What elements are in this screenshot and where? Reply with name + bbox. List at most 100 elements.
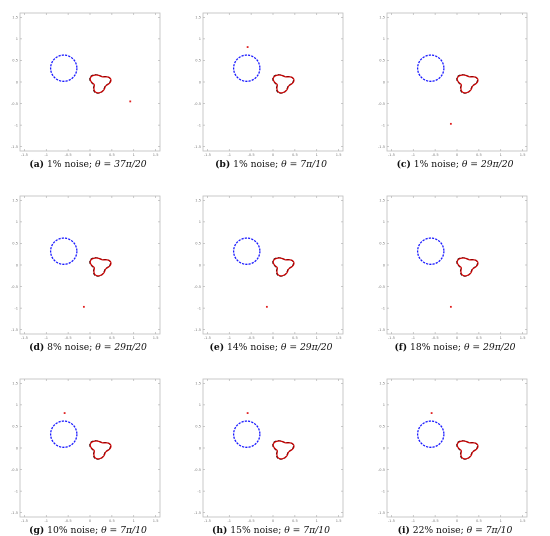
y-tick-label: 0.5	[379, 59, 385, 63]
y-tick-label: -1	[14, 123, 18, 127]
x-tick-label: 0	[89, 153, 92, 156]
x-tick-label: -1	[44, 153, 48, 156]
x-tick-label: 1	[316, 336, 318, 339]
y-tick-label: 1	[16, 220, 18, 224]
obstacle-circle	[232, 237, 261, 265]
x-tick-label: -1.5	[388, 519, 395, 522]
obstacle-circle	[416, 420, 445, 448]
caption-i: (i) 22% noise; θ = 7π/10	[365, 525, 545, 536]
reconstructed-boundary	[456, 74, 479, 94]
x-tick-label: 1	[133, 336, 135, 339]
reconstructed-boundary	[89, 257, 112, 277]
y-tick-label: 1	[16, 403, 18, 407]
y-tick-label: -1.5	[378, 145, 385, 149]
caption-theta: θ = 37π/20	[95, 159, 147, 170]
plot-i: -1.5 -1 -0.5 0 0.5 1 1.5 1.5 1 0.5 0 -0.5 -1 -1.5	[378, 378, 528, 522]
x-tick-label: 0.5	[292, 153, 298, 156]
obstacle-circle	[49, 54, 78, 82]
x-tick-label: -1	[411, 336, 415, 339]
caption-label: (a)	[29, 159, 45, 170]
reconstructed-boundary	[89, 440, 112, 460]
x-tick-label: 0	[272, 336, 275, 339]
x-tick-label: -0.5	[432, 519, 439, 522]
caption-theta: θ = 29π/20	[95, 342, 147, 353]
subfigure-c: -1.5 -1 -0.5 0 0.5 1 1.5 1.5 1 0.5 0 -0.5 -1 -1.5	[375, 6, 535, 156]
x-tick-label: 0.5	[292, 519, 298, 522]
source-point	[449, 305, 452, 308]
caption-theta: θ = 7π/10	[281, 159, 327, 170]
caption-h: (h) 15% noise; θ = 7π/10	[181, 525, 361, 536]
reconstructed-boundary	[89, 74, 112, 94]
y-tick-label: 1.5	[379, 199, 385, 203]
y-tick-label: -1.5	[194, 328, 201, 332]
x-tick-label: 1	[316, 519, 318, 522]
x-tick-label: -1	[411, 153, 415, 156]
x-tick-label: 1.5	[336, 519, 342, 522]
x-tick-label: -1.5	[204, 336, 211, 339]
y-tick-label: 1.5	[379, 16, 385, 20]
x-tick-label: 1.5	[520, 336, 526, 339]
x-tick-label: 1	[500, 153, 502, 156]
obstacle-circle	[232, 54, 261, 82]
axes-box	[386, 12, 528, 152]
caption-a: (a) 1% noise; θ = 37π/20	[0, 159, 178, 170]
caption-noise: 10% noise;	[44, 525, 102, 536]
caption-noise: 1% noise;	[230, 159, 282, 170]
y-tick-label: -1.5	[194, 145, 201, 149]
caption-theta: θ = 29π/20	[461, 159, 514, 170]
y-tick-label: 0.5	[12, 59, 18, 63]
caption-label: (g)	[29, 525, 45, 536]
y-tick-label: -1.5	[11, 511, 18, 515]
x-tick-label: -0.5	[432, 336, 439, 339]
x-tick-label: -0.5	[65, 519, 72, 522]
y-tick-label: -1.5	[378, 511, 385, 515]
x-tick-label: -1.5	[204, 153, 211, 156]
reconstructed-boundary	[272, 257, 295, 277]
caption-theta: θ = 29π/20	[280, 342, 333, 353]
x-tick-label: -1.5	[388, 153, 395, 156]
y-tick-label: -1	[197, 489, 201, 493]
y-tick-label: -0.5	[378, 102, 385, 106]
subfigure-e: -1.5 -1 -0.5 0 0.5 1 1.5 1.5 1 0.5 0 -0.5 -1 -1.5	[191, 189, 351, 339]
y-tick-label: -1	[381, 123, 385, 127]
x-tick-label: -0.5	[65, 336, 72, 339]
x-tick-label: -1.5	[21, 153, 28, 156]
caption-label: (d)	[29, 342, 45, 353]
caption-noise: 8% noise;	[44, 342, 96, 353]
subfigure-h: -1.5 -1 -0.5 0 0.5 1 1.5 1.5 1 0.5 0 -0.5 -1 -1.5	[191, 372, 351, 522]
y-tick-label: -1	[381, 306, 385, 310]
y-tick-label: 1	[199, 403, 201, 407]
x-tick-label: 1	[316, 153, 318, 156]
y-tick-label: -1	[381, 489, 385, 493]
x-tick-label: 0.5	[292, 336, 298, 339]
y-tick-label: -1.5	[194, 511, 201, 515]
x-tick-label: 0	[272, 519, 275, 522]
caption-theta: θ = 7π/10	[466, 525, 513, 536]
source-point	[129, 100, 132, 103]
x-tick-label: 0.5	[476, 519, 482, 522]
y-tick-label: 0	[383, 263, 386, 267]
x-tick-label: 0	[89, 336, 92, 339]
x-tick-label: 1.5	[336, 336, 342, 339]
y-tick-label: 1.5	[379, 382, 385, 386]
caption-label: (h)	[212, 525, 228, 536]
caption-f: (f) 18% noise; θ = 29π/20	[365, 342, 545, 353]
obstacle-circle	[232, 420, 261, 448]
x-tick-label: -1.5	[21, 519, 28, 522]
y-tick-label: 1.5	[12, 382, 18, 386]
x-tick-label: 0.5	[476, 336, 482, 339]
x-tick-label: 0.5	[109, 153, 115, 156]
plot-f: -1.5 -1 -0.5 0 0.5 1 1.5 1.5 1 0.5 0 -0.5 -1 -1.5	[378, 195, 528, 339]
y-tick-label: -0.5	[11, 468, 18, 472]
y-tick-label: -1	[197, 123, 201, 127]
y-tick-label: -1.5	[11, 328, 18, 332]
caption-e: (e) 14% noise; θ = 29π/20	[181, 342, 361, 353]
y-tick-label: 0.5	[12, 242, 18, 246]
x-tick-label: -1	[227, 153, 231, 156]
caption-c: (c) 1% noise; θ = 29π/20	[365, 159, 545, 170]
x-tick-label: -1	[44, 519, 48, 522]
reconstructed-boundary	[456, 257, 479, 277]
y-tick-label: 1.5	[195, 199, 201, 203]
subfigure-a: -1.5 -1 -0.5 0 0.5 1 1.5 1.5 1 0.5 0 -0.5 -1 -1.5	[8, 6, 168, 156]
y-tick-label: 1	[383, 37, 385, 41]
